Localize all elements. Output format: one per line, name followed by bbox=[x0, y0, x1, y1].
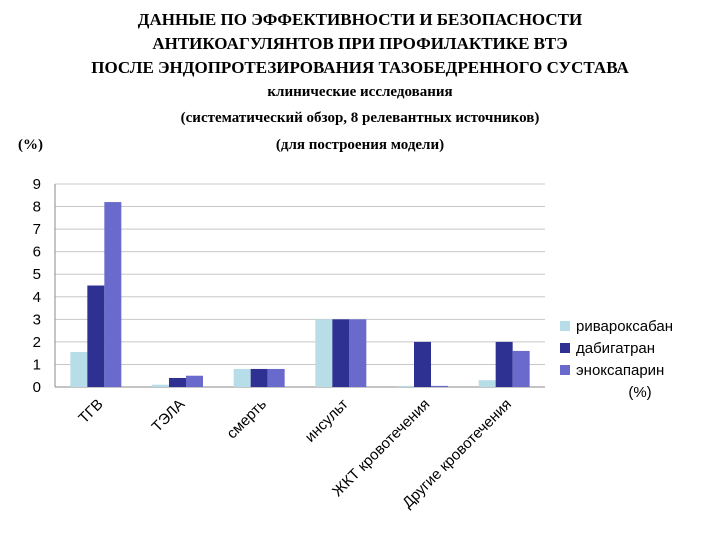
bar-1-4 bbox=[315, 319, 333, 387]
bar-2-6 bbox=[495, 341, 513, 387]
x-category-label: ТЭЛА bbox=[149, 396, 189, 436]
chart-subtitle-3: (для построения модели) bbox=[275, 137, 445, 153]
legend-label: ривароксабан bbox=[576, 318, 673, 335]
y-tick-label: 6 bbox=[33, 244, 41, 261]
legend-label: дабигатран bbox=[576, 340, 655, 357]
bar-1-3 bbox=[233, 368, 251, 387]
y-unit-label: (%) bbox=[18, 137, 43, 153]
bar-1-2 bbox=[152, 384, 169, 387]
legend-swatch bbox=[560, 343, 570, 353]
chart-subtitle-2: (систематический обзор, 8 релевантных ис… bbox=[180, 110, 540, 126]
bar-1-6 bbox=[478, 380, 496, 387]
bar-2-5 bbox=[414, 341, 431, 387]
bar-2-4 bbox=[332, 319, 350, 387]
legend-label: эноксапарин bbox=[576, 362, 664, 379]
y-tick-label: 8 bbox=[33, 199, 41, 216]
bar-1-5 bbox=[397, 385, 414, 387]
y-tick-label: 3 bbox=[33, 311, 41, 328]
bar-3-2 bbox=[186, 375, 203, 387]
legend-swatch bbox=[560, 321, 570, 331]
y-tick-label: 2 bbox=[33, 334, 41, 351]
bar-3-6 bbox=[512, 350, 530, 387]
chart-subtitle-1: клинические исследования bbox=[267, 84, 453, 100]
y-tick-label: 9 bbox=[33, 176, 41, 193]
bar-3-4 bbox=[349, 319, 367, 387]
bar-2-1 bbox=[87, 285, 105, 387]
legend-swatch bbox=[560, 365, 570, 375]
y-tick-label: 1 bbox=[33, 356, 41, 373]
legend-unit: (%) bbox=[628, 384, 651, 401]
bar-3-5 bbox=[431, 385, 448, 387]
y-tick-label: 5 bbox=[33, 266, 41, 283]
bar-3-3 bbox=[267, 368, 285, 387]
bar-2-2 bbox=[169, 377, 186, 387]
chart-title-line-3: ПОСЛЕ ЭНДОПРОТЕЗИРОВАНИЯ ТАЗОБЕДРЕННОГО … bbox=[91, 58, 629, 77]
chart-title-line-1: ДАННЫЕ ПО ЭФФЕКТИВНОСТИ И БЕЗОПАСНОСТИ bbox=[137, 10, 583, 29]
y-tick-label: 4 bbox=[33, 289, 41, 306]
x-category-label: инсульт bbox=[302, 396, 352, 446]
bar-1-1 bbox=[70, 352, 88, 387]
x-category-label: ТГВ bbox=[75, 396, 106, 427]
chart-title-line-2: АНТИКОАГУЛЯНТОВ ПРИ ПРОФИЛАКТИКЕ ВТЭ bbox=[152, 34, 568, 53]
y-tick-label: 7 bbox=[33, 221, 41, 238]
bar-3-1 bbox=[104, 202, 122, 387]
y-tick-label: 0 bbox=[33, 379, 41, 396]
bar-2-3 bbox=[250, 368, 268, 387]
x-category-label: смерть bbox=[223, 396, 270, 443]
